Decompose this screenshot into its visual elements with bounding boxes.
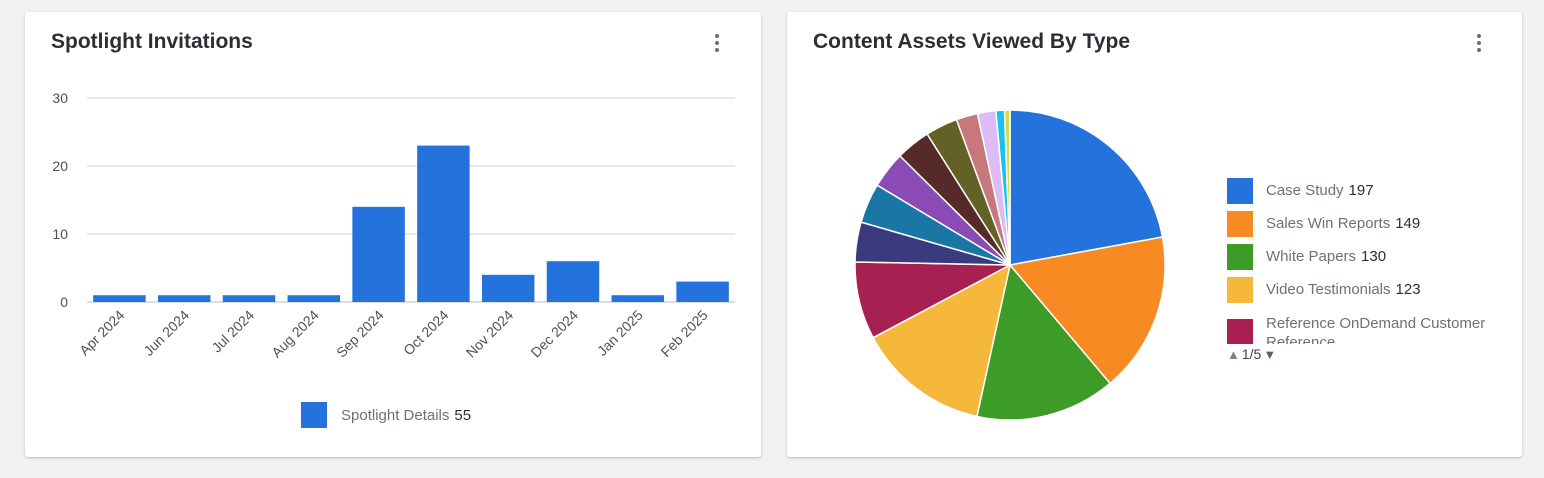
x-tick-label: Nov 2024 <box>463 307 517 361</box>
pie-slice[interactable] <box>976 263 1112 421</box>
bar[interactable] <box>676 281 729 302</box>
card-title: Spotlight Invitations <box>51 30 253 53</box>
bar[interactable] <box>611 295 665 302</box>
x-tick-label: Sep 2024 <box>333 307 387 361</box>
legend-swatch <box>1227 210 1253 237</box>
pie-slice[interactable] <box>1003 109 1011 266</box>
legend-value: 149 <box>1395 215 1421 232</box>
y-tick-label: 10 <box>52 226 68 242</box>
legend-label: White Papers <box>1266 248 1357 265</box>
chart-legend: Case Study 197 Sales Win Reports 149 White P… <box>1227 174 1497 344</box>
legend-item[interactable]: White Papers 130 <box>1227 240 1497 273</box>
legend-label: Reference OnDemand Customer Reference <box>1266 315 1486 344</box>
legend-swatch <box>1227 177 1253 204</box>
legend-swatch <box>1227 319 1253 344</box>
legend-item[interactable]: Video Testimonials 123 <box>1227 273 1497 306</box>
card-title: Content Assets Viewed By Type <box>813 30 1131 53</box>
x-tick-label: Dec 2024 <box>527 307 581 361</box>
legend-value: 123 <box>1395 281 1421 298</box>
bar[interactable] <box>481 274 535 302</box>
legend-label: Sales Win Reports <box>1266 215 1391 232</box>
bar[interactable] <box>93 295 146 302</box>
legend-swatch <box>1227 276 1253 303</box>
x-tick-label: Jan 2025 <box>594 307 646 359</box>
chart-legend[interactable]: Spotlight Details 55 <box>301 402 471 428</box>
pie-slice[interactable] <box>1008 236 1166 385</box>
bar[interactable] <box>157 295 211 302</box>
kebab-menu-icon[interactable] <box>709 32 725 54</box>
legend-swatch <box>301 402 327 428</box>
legend-swatch <box>1227 243 1253 270</box>
triangle-up-icon[interactable]: ▲ <box>1227 346 1240 362</box>
x-tick-label: Apr 2024 <box>76 307 128 359</box>
content-assets-card: Content Assets Viewed By Type Case Study… <box>787 12 1522 457</box>
spotlight-invitations-card: Spotlight Invitations 0 10 20 30 Apr 2024 Ju… <box>25 12 761 457</box>
bar[interactable] <box>417 145 470 302</box>
pie-slice[interactable] <box>872 263 1012 418</box>
x-tick-label: Feb 2025 <box>658 307 711 360</box>
x-tick-label: Aug 2024 <box>268 307 322 361</box>
y-tick-label: 30 <box>52 90 68 106</box>
bar[interactable] <box>352 206 405 302</box>
kebab-menu-icon[interactable] <box>1471 32 1487 54</box>
pie-slice[interactable] <box>1009 109 1164 266</box>
legend-label: Video Testimonials <box>1266 281 1391 298</box>
pie-chart <box>854 109 1166 421</box>
legend-label: Case Study <box>1266 182 1344 199</box>
legend-item[interactable]: Sales Win Reports 149 <box>1227 207 1497 240</box>
legend-pager: ▲ 1/5 ▼ <box>1227 346 1276 362</box>
x-tick-label: Oct 2024 <box>400 307 452 359</box>
legend-item[interactable]: Case Study 197 <box>1227 174 1497 207</box>
y-tick-label: 0 <box>60 294 68 310</box>
legend-value: 55 <box>454 406 472 424</box>
x-tick-label: Jun 2024 <box>140 307 192 359</box>
legend-label: Spotlight Details <box>341 406 450 424</box>
legend-item[interactable]: Reference OnDemand Customer Reference <box>1227 314 1497 344</box>
bar-chart: 0 10 20 30 Apr 2024 Jun 2024 Jul 2024 Aug 2024… <box>52 90 735 361</box>
bar[interactable] <box>287 295 341 302</box>
legend-value: 197 <box>1348 182 1374 199</box>
bar[interactable] <box>222 295 276 302</box>
x-tick-label: Jul 2024 <box>208 307 257 356</box>
triangle-down-icon[interactable]: ▼ <box>1263 346 1277 362</box>
y-tick-label: 20 <box>52 158 68 174</box>
legend-page-indicator: 1/5 <box>1241 346 1262 362</box>
bar[interactable] <box>546 261 600 302</box>
legend-value: 130 <box>1361 248 1387 265</box>
